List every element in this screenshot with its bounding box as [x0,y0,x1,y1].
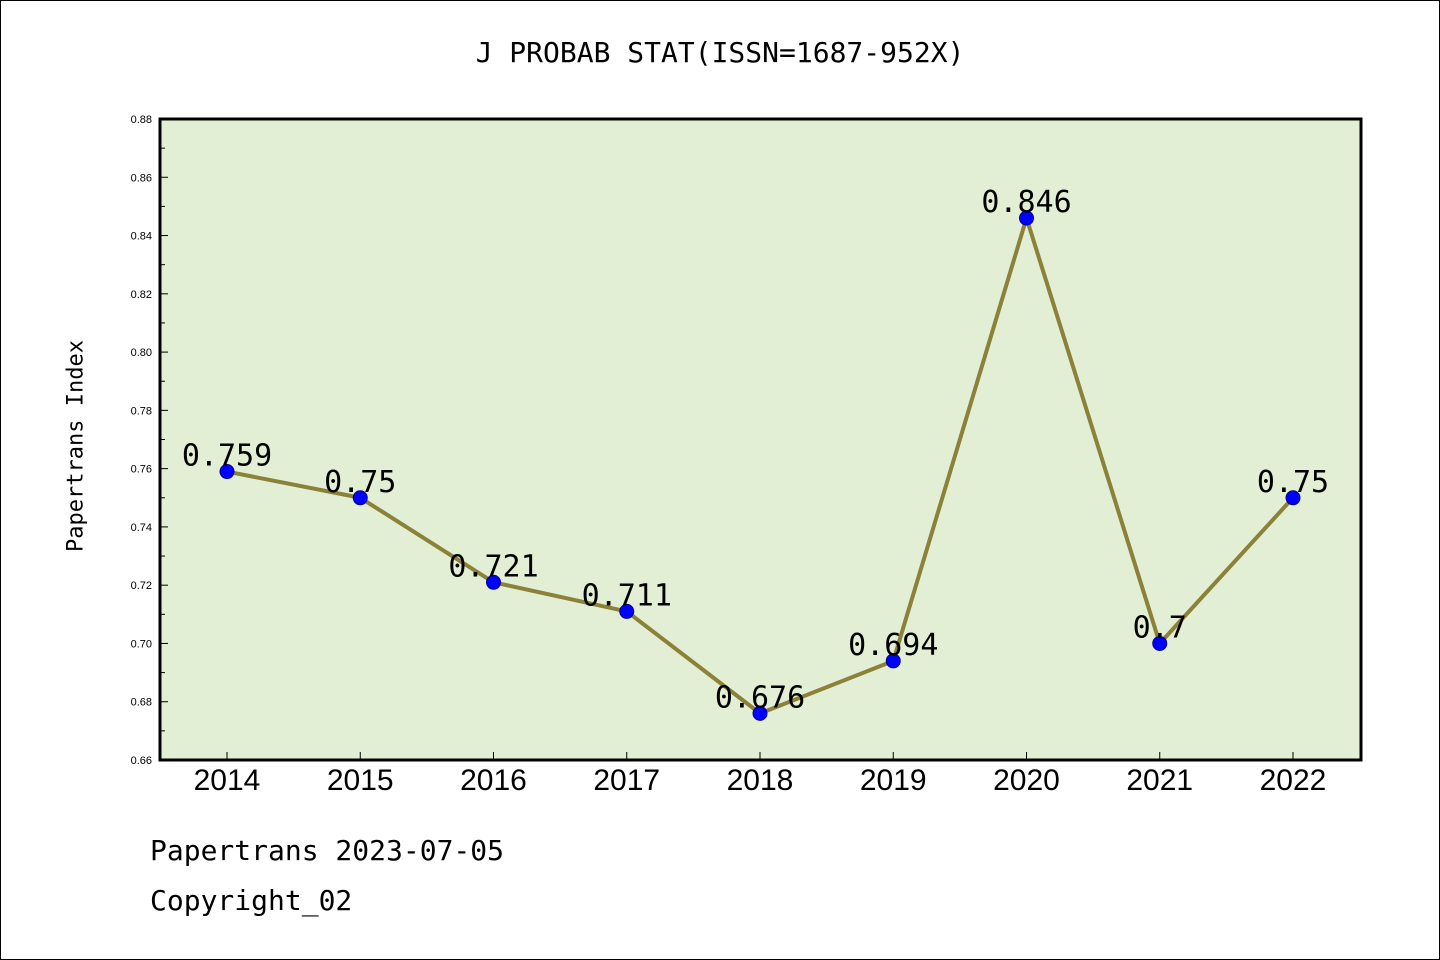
data-point [1019,210,1034,226]
x-tick-label: 2021 [1126,764,1193,797]
x-tick-label: 2016 [460,764,527,797]
data-point [752,705,768,721]
chart-title: J PROBAB STAT(ISSN=1687-952X) [475,36,965,69]
data-label: 0.759 [182,439,272,474]
plot-area [158,117,1363,762]
footer-copyright: Copyright_02 [150,884,353,917]
data-point [1152,635,1168,651]
footer-date: Papertrans 2023-07-05 [150,834,505,867]
y-tick-label: 0.88 [131,114,152,126]
x-tick-label: 2020 [993,764,1060,797]
data-label: 0.711 [582,578,672,613]
data-label: 0.676 [715,680,805,715]
y-tick-label: 0.76 [131,464,152,476]
y-tick-label: 0.86 [131,172,152,184]
x-tick-label: 2022 [1260,764,1327,797]
data-label: 0.721 [448,549,538,584]
y-tick-label: 0.80 [131,347,152,359]
data-point [885,653,901,669]
y-tick-label: 0.72 [131,580,152,592]
data-point [486,574,501,590]
x-axis: 2014 2015 2016 2017 2018 2019 2020 2021 2022 [194,752,1327,797]
data-markers [219,210,1301,721]
data-label: 0.7 [1133,610,1187,645]
x-tick-label: 2019 [860,764,927,797]
y-tick-label: 0.70 [131,638,152,650]
x-tick-label: 2015 [327,764,394,797]
y-tick-label: 0.66 [131,755,152,767]
x-tick-label: 2014 [194,764,261,797]
x-tick-label: 2018 [727,764,794,797]
y-tick-label: 0.68 [131,697,152,709]
data-point [219,464,235,480]
data-point [619,603,635,619]
x-tick-label: 2017 [593,764,660,797]
y-tick-label: 0.78 [131,405,152,417]
data-point [1285,490,1301,506]
y-axis: 0.66 0.68 0.70 0.72 0.74 0.76 0.78 0.80 0.82 0.84… [131,114,168,767]
data-point [352,490,368,506]
data-label: 0.75 [324,465,396,500]
y-tick-label: 0.74 [131,522,152,534]
y-tick-label: 0.82 [131,289,152,301]
data-label: 0.75 [1257,465,1329,500]
data-label: 0.846 [981,185,1071,220]
data-label: 0.694 [848,628,938,663]
data-labels: 0.759 0.75 0.721 0.711 0.676 0.694 0.846 0.7 0.7… [182,185,1329,715]
y-tick-label: 0.84 [131,231,152,243]
